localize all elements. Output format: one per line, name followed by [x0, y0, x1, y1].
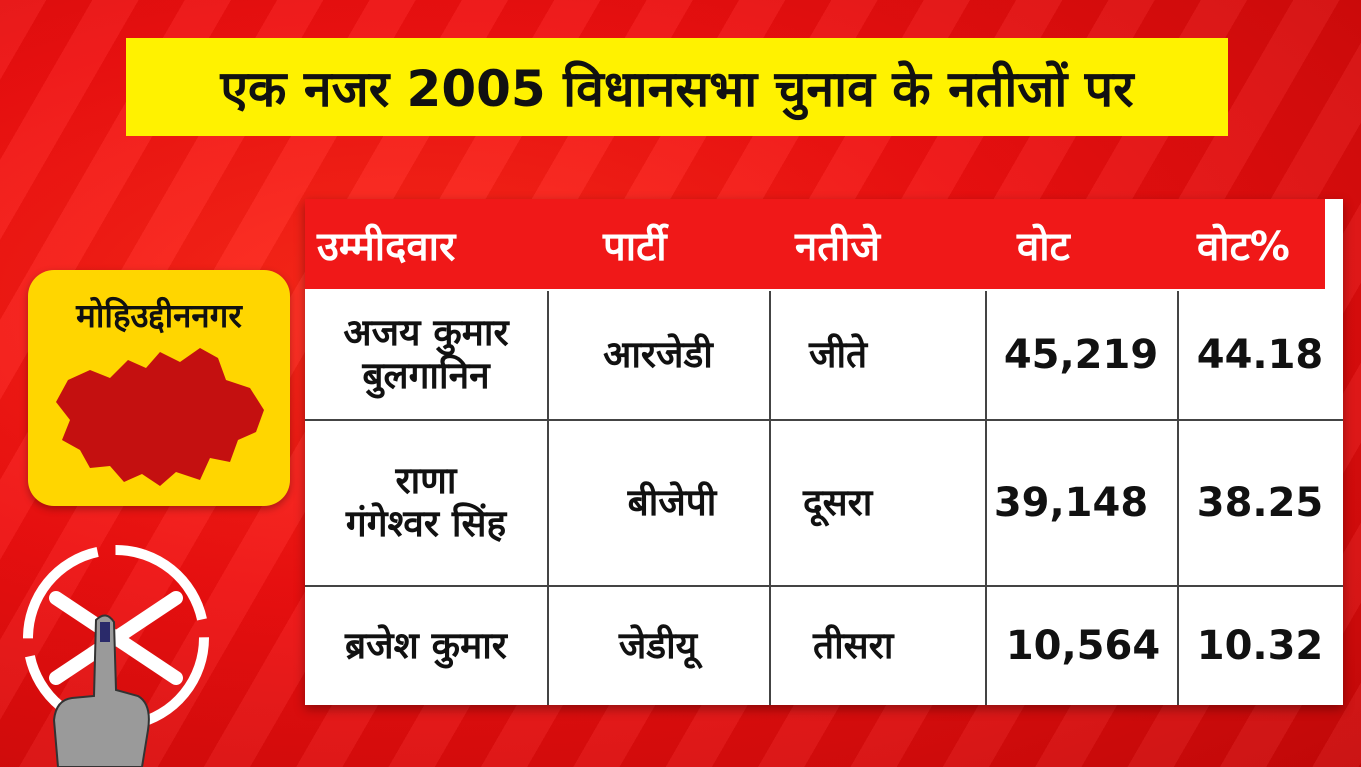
title-banner: एक नजर 2005 विधानसभा चुनाव के नतीजों पर: [126, 38, 1228, 136]
result-status: दूसरा: [803, 480, 873, 524]
result-status: तीसरा: [813, 623, 894, 667]
header-result: नतीजे: [795, 223, 881, 270]
table-row: ब्रजेश कुमार जेडीयू तीसरा 10,564 10.32: [305, 587, 1343, 705]
column-divider: [769, 291, 771, 705]
candidate-name-line2: गंगेश्वर सिंह: [345, 502, 507, 545]
row-divider: [305, 585, 1343, 587]
header-vote-percent: वोट%: [1197, 223, 1290, 270]
column-divider: [985, 291, 987, 705]
party-name: बीजेपी: [627, 480, 717, 524]
vote-percent: 38.25: [1196, 480, 1324, 526]
candidate-name: ब्रजेश कुमार: [305, 587, 547, 705]
vote-percent: 44.18: [1196, 332, 1324, 378]
candidate-name-line1: अजय कुमार: [343, 311, 509, 355]
candidate-name: अजय कुमार बुलगानिन: [305, 291, 547, 419]
column-divider: [1177, 291, 1179, 705]
vote-percent: 10.32: [1196, 623, 1324, 669]
constituency-map-icon: [56, 348, 264, 486]
table-row: अजय कुमार बुलगानिन आरजेडी जीते 45,219 44…: [305, 291, 1343, 419]
results-table: उम्मीदवार पार्टी नतीजे वोट वोट% अजय कुमा…: [305, 199, 1343, 705]
region-name: मोहिउद्दीननगर: [76, 296, 242, 335]
party-name: आरजेडी: [603, 332, 713, 376]
candidate-name-line1: ब्रजेश कुमार: [345, 623, 507, 667]
region-card: मोहिउद्दीननगर: [28, 270, 290, 506]
page-title: एक नजर 2005 विधानसभा चुनाव के नतीजों पर: [220, 60, 1134, 118]
vote-count: 10,564: [1005, 623, 1161, 669]
table-header-row: उम्मीदवार पार्टी नतीजे वोट वोट%: [305, 199, 1325, 289]
header-candidate: उम्मीदवार: [317, 223, 456, 270]
result-status: जीते: [809, 332, 868, 376]
header-votes: वोट: [1017, 223, 1070, 270]
column-divider: [547, 291, 549, 705]
vote-count: 39,148: [993, 480, 1149, 526]
candidate-name: राणा गंगेश्वर सिंह: [305, 421, 547, 585]
candidate-name-line1: राणा: [395, 459, 457, 503]
vote-count: 45,219: [1003, 332, 1159, 378]
inked-finger-icon: [52, 614, 150, 767]
row-divider: [305, 419, 1343, 421]
table-row: राणा गंगेश्वर सिंह बीजेपी दूसरा 39,148 3…: [305, 421, 1343, 585]
header-party: पार्टी: [603, 223, 667, 270]
candidate-name-line2: बुलगानिन: [362, 354, 490, 397]
party-name: जेडीयू: [618, 623, 698, 667]
